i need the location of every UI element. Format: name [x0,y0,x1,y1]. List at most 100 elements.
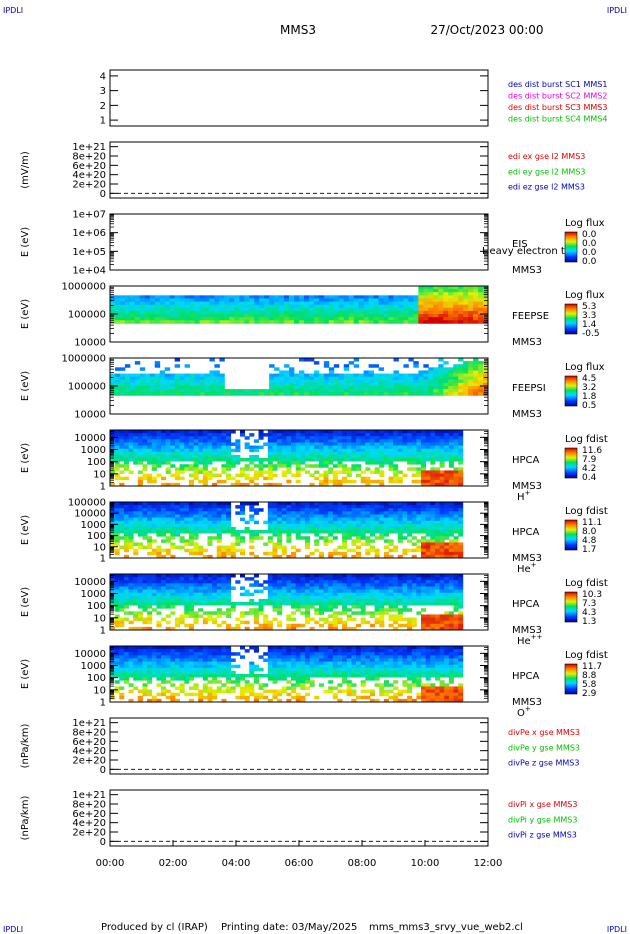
spectrogram-cell [193,464,199,468]
spectrogram-cell [318,392,325,396]
colorbar-title: Log flux [565,290,605,301]
spectrogram-cell [272,433,278,437]
spectrogram-cell [239,574,246,578]
spectrogram-cell [365,502,371,506]
spectrogram-cell [342,430,348,434]
spectrogram-cell [212,508,218,512]
spectrogram-cell [147,526,153,531]
spectrogram-cell [134,295,141,299]
spectrogram-cell [483,289,489,293]
spectrogram-cell [129,392,136,396]
spectrogram-cell [428,304,434,309]
spectrogram-cell [439,430,445,434]
spectrogram-cell [333,373,340,378]
spectrogram-cell [164,298,171,302]
spectrogram-cell [267,458,273,462]
spectrogram-cell [156,623,162,628]
colorbar-tick-label: 4.5 [582,374,596,384]
spectrogram-cell [463,301,469,306]
spectrogram-cell [332,439,338,443]
spectrogram-cell [249,304,255,309]
spectrogram-cell [473,289,479,293]
spectrogram-cell [188,508,194,512]
spectrogram-cell [342,445,348,450]
spectrogram-cell [226,517,232,522]
spectrogram-cell [453,602,459,606]
spectrogram-cell [133,646,139,650]
spectrogram-cell [338,314,345,318]
spectrogram-cell [286,520,292,525]
spectrogram-cell [193,536,199,540]
spectrogram-cell [353,376,360,381]
spectrogram-cell [291,508,297,512]
spectrogram-cell [207,583,213,587]
spectrogram-cell [374,467,380,471]
spectrogram-cell [226,476,232,481]
spectrogram-cell [284,370,290,374]
spectrogram-cell [151,505,157,509]
spectrogram-cell [193,602,199,606]
spectrogram-cell [434,479,440,484]
spectrogram-cell [416,520,422,525]
spectrogram-cell [416,514,422,518]
spectrogram-cell [123,611,129,615]
spectrogram-cell [133,436,139,440]
spectrogram-cell [448,470,454,474]
spectrogram-cell [478,382,484,387]
spectrogram-cell [434,536,440,540]
spectrogram-cell [226,445,232,450]
spectrogram-cell [264,304,270,309]
spectrogram-cell [188,511,194,515]
spectrogram-cell [295,502,301,506]
spectrogram-cell [300,595,306,600]
spectrogram-cell [337,602,343,606]
spectrogram-cell [221,583,227,587]
spectrogram-cell [434,602,440,606]
spectrogram-cell [198,467,204,471]
spectrogram-cell [421,508,427,512]
spectrogram-cell [348,389,355,393]
spectrogram-cell [309,502,315,506]
spectrogram-cell [133,526,139,531]
spectrogram-cell [161,548,167,553]
spectrogram-cell [234,317,240,321]
spectrogram-cell [443,314,449,318]
spectrogram-cell [212,617,218,622]
spectrogram-cell [169,314,176,318]
spectrogram-cell [137,502,143,506]
spectrogram-cell [428,286,434,290]
spectrogram-cell [137,530,143,534]
spectrogram-cell [295,505,301,509]
spectrogram-cell [165,458,171,462]
spectrogram-cell [308,389,315,393]
spectrogram-cell [281,530,287,534]
spectrogram-cell [133,626,139,631]
spectrogram-cell [393,314,399,318]
spectrogram-cell [184,389,190,393]
spectrogram-cell [151,448,157,453]
spectrogram-cell [378,301,384,306]
spectrogram-cell [356,442,362,446]
spectrogram-cell [193,614,199,618]
spectrogram-cell [397,451,403,456]
spectrogram-cell [161,482,167,487]
spectrogram-cell [202,461,208,465]
spectrogram-cell [303,298,310,302]
spectrogram-cell [279,389,285,393]
spectrogram-cell [244,445,250,450]
colorbar-tick-label: 0.0 [582,230,597,240]
spectrogram-cell [473,298,479,302]
spectrogram-cell [216,448,222,453]
spectrogram-cell [430,508,436,512]
spectrogram-cell [333,314,340,318]
spectrogram-cell [360,592,366,597]
spectrogram-cell [430,539,436,543]
spectrogram-cell [209,389,215,393]
spectrogram-cell [383,523,389,528]
spectrogram-cell [398,304,404,309]
spectrogram-cell [365,458,371,462]
spectrogram-cell [434,539,440,543]
spectrogram-cell [133,611,139,615]
spectrogram-cell [221,602,227,606]
spectrogram-cell [328,451,334,456]
